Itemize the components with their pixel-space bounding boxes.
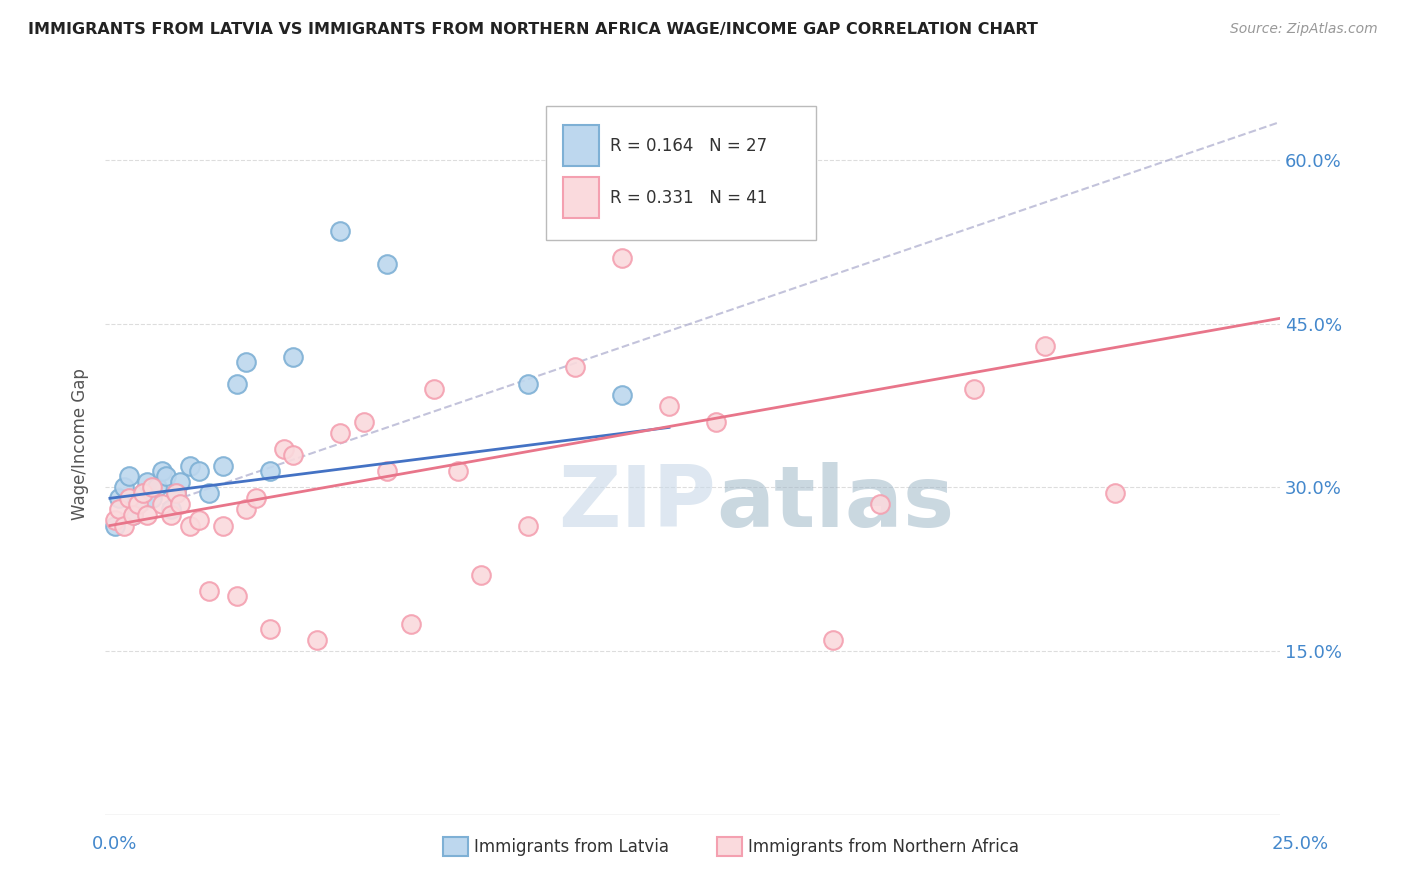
Point [446, 464, 468, 478]
Point [169, 497, 191, 511]
Point [141, 491, 163, 506]
Point [112, 518, 135, 533]
Point [211, 518, 233, 533]
Point [517, 518, 540, 533]
Point [225, 590, 247, 604]
Point [122, 508, 145, 522]
Point [564, 360, 586, 375]
Point [329, 224, 352, 238]
Point [188, 513, 211, 527]
Point [141, 480, 163, 494]
Point [132, 486, 155, 500]
Point [104, 513, 127, 527]
Point [1104, 486, 1126, 500]
Text: atlas: atlas [716, 461, 955, 545]
Point [160, 508, 183, 522]
Text: IMMIGRANTS FROM LATVIA VS IMMIGRANTS FROM NORTHERN AFRICA WAGE/INCOME GAP CORREL: IMMIGRANTS FROM LATVIA VS IMMIGRANTS FRO… [28, 22, 1038, 37]
Point [305, 633, 328, 648]
Point [179, 518, 201, 533]
Point [165, 486, 187, 500]
Point [169, 475, 191, 489]
Point [375, 257, 398, 271]
Text: ZIP: ZIP [558, 461, 716, 545]
Point [423, 382, 446, 396]
Point [127, 497, 149, 511]
Point [211, 458, 233, 473]
Point [179, 458, 201, 473]
Point [108, 502, 131, 516]
Point [470, 567, 492, 582]
Point [281, 350, 304, 364]
Point [1033, 338, 1056, 352]
Point [245, 491, 267, 506]
Text: R = 0.331   N = 41: R = 0.331 N = 41 [610, 188, 768, 207]
Point [517, 376, 540, 391]
FancyBboxPatch shape [546, 106, 815, 240]
Point [197, 486, 219, 500]
Point [118, 491, 141, 506]
Point [122, 508, 145, 522]
Point [197, 584, 219, 599]
Text: Immigrants from Latvia: Immigrants from Latvia [474, 838, 669, 856]
Point [108, 491, 131, 506]
Bar [564, 177, 599, 218]
Text: Immigrants from Northern Africa: Immigrants from Northern Africa [748, 838, 1019, 856]
Text: 25.0%: 25.0% [1271, 835, 1329, 853]
Point [353, 415, 375, 429]
Point [375, 464, 398, 478]
Point [127, 497, 149, 511]
Point [235, 355, 257, 369]
Point [104, 518, 127, 533]
Point [136, 475, 159, 489]
Point [165, 486, 187, 500]
Point [132, 486, 155, 500]
Point [273, 442, 295, 457]
Text: Source: ZipAtlas.com: Source: ZipAtlas.com [1230, 22, 1378, 37]
Y-axis label: Wage/Income Gap: Wage/Income Gap [72, 368, 89, 520]
Bar [564, 125, 599, 166]
Text: R = 0.164   N = 27: R = 0.164 N = 27 [610, 136, 768, 154]
Point [658, 399, 681, 413]
Point [610, 252, 633, 266]
Point [259, 622, 281, 636]
Point [225, 376, 247, 391]
Point [235, 502, 257, 516]
Point [160, 502, 183, 516]
Text: 0.0%: 0.0% [91, 835, 136, 853]
Point [281, 448, 304, 462]
Point [329, 425, 352, 440]
Point [823, 633, 845, 648]
Point [869, 497, 891, 511]
Point [150, 497, 173, 511]
Point [704, 415, 727, 429]
Point [963, 382, 986, 396]
Point [136, 508, 159, 522]
Point [610, 387, 633, 401]
Point [118, 469, 141, 483]
Point [112, 480, 135, 494]
Point [399, 616, 422, 631]
Point [146, 480, 169, 494]
Point [259, 464, 281, 478]
Point [150, 464, 173, 478]
Point [155, 469, 177, 483]
Point [188, 464, 211, 478]
